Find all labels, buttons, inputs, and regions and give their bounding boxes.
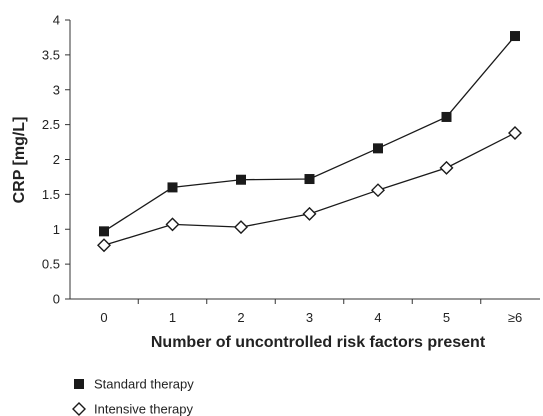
data-point-intensive-therapy [508, 126, 522, 140]
data-point-intensive-therapy [439, 160, 454, 175]
legend-label: Intensive therapy [94, 402, 194, 416]
legend-marker [74, 379, 84, 389]
data-point-intensive-therapy [97, 238, 111, 253]
x-tick-label: 5 [443, 310, 450, 325]
series-intensive-therapy [97, 126, 522, 253]
legend-marker [72, 402, 86, 416]
legend: Standard therapy Intensive therapy [72, 377, 194, 416]
data-point-intensive-therapy [302, 206, 317, 221]
axes [69, 20, 540, 300]
data-point-intensive-therapy [234, 220, 248, 235]
x-ticks: 0 1 2 3 4 5 ≥6 [100, 299, 522, 325]
data-point-standard-therapy [441, 111, 452, 122]
y-ticks: 0 0.5 1 1.5 2 2.5 3 3.5 4 [42, 13, 70, 307]
data-point-standard-therapy [304, 174, 315, 185]
y-tick-label: 0.5 [42, 257, 60, 272]
y-tick-label: 3 [53, 82, 60, 97]
data-point-standard-therapy [236, 174, 246, 185]
y-tick-label: 1.5 [42, 187, 60, 202]
y-tick-label: 0 [53, 292, 60, 307]
y-tick-label: 4 [53, 13, 60, 28]
y-tick-label: 1 [53, 222, 60, 237]
legend-item-standard-therapy: Standard therapy [74, 377, 194, 392]
x-tick-label: 2 [237, 310, 244, 325]
x-axis-title: Number of uncontrolled risk factors pres… [151, 334, 486, 351]
data-point-standard-therapy [99, 226, 109, 237]
data-point-intensive-therapy [371, 183, 385, 198]
series-line-intensive-therapy [103, 132, 516, 246]
legend-item-intensive-therapy: Intensive therapy [72, 402, 194, 416]
x-tick-label: 1 [169, 310, 176, 325]
series-line-standard-therapy [103, 35, 516, 232]
series-standard-therapy [99, 31, 520, 237]
legend-label: Standard therapy [94, 377, 194, 392]
y-tick-label: 2 [53, 152, 60, 167]
series-layer [97, 31, 522, 253]
y-tick-label: 3.5 [42, 47, 60, 62]
data-point-standard-therapy [167, 182, 178, 193]
data-point-standard-therapy [373, 143, 383, 154]
x-tick-label: 3 [306, 310, 313, 325]
x-tick-label: 0 [100, 310, 107, 325]
y-axis-title: CRP [mg/L] [11, 117, 28, 204]
data-point-intensive-therapy [165, 217, 180, 232]
x-tick-label: 4 [374, 310, 381, 325]
data-point-standard-therapy [510, 31, 520, 42]
x-tick-label: ≥6 [508, 310, 522, 325]
y-tick-label: 2.5 [42, 117, 60, 132]
